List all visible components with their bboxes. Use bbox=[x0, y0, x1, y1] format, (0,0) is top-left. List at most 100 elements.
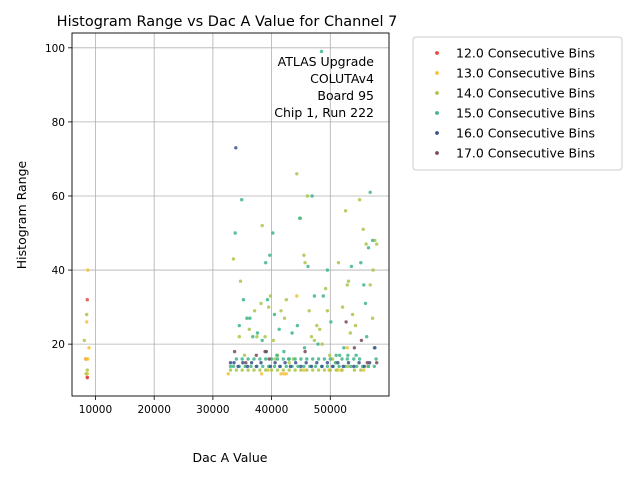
data-point bbox=[325, 361, 330, 365]
data-point bbox=[354, 353, 358, 357]
data-point bbox=[338, 353, 342, 357]
data-point bbox=[246, 357, 250, 361]
data-point bbox=[325, 268, 330, 272]
data-point bbox=[346, 364, 350, 369]
data-point bbox=[294, 361, 298, 365]
data-point bbox=[275, 353, 279, 357]
data-point bbox=[352, 357, 356, 361]
data-point bbox=[284, 298, 288, 302]
data-point bbox=[268, 294, 273, 298]
data-point bbox=[365, 361, 369, 365]
legend-label: 14.0 Consecutive Bins bbox=[456, 86, 595, 101]
data-point bbox=[271, 231, 275, 235]
data-point bbox=[272, 312, 277, 317]
x-tick-label: 50000 bbox=[314, 404, 347, 416]
data-point bbox=[240, 198, 244, 202]
data-point bbox=[299, 364, 303, 369]
data-point bbox=[312, 294, 317, 298]
data-point bbox=[264, 357, 268, 361]
x-tick-label: 30000 bbox=[196, 404, 229, 416]
data-point bbox=[320, 364, 324, 369]
data-point bbox=[277, 327, 281, 331]
data-point bbox=[371, 268, 375, 272]
data-point bbox=[234, 357, 239, 361]
data-point bbox=[349, 364, 353, 369]
data-point bbox=[361, 227, 365, 231]
data-point bbox=[342, 346, 346, 350]
data-point bbox=[240, 368, 244, 372]
data-point bbox=[254, 364, 258, 369]
data-point bbox=[315, 323, 319, 328]
data-point bbox=[85, 298, 90, 302]
data-point bbox=[233, 231, 237, 235]
data-point bbox=[281, 357, 285, 361]
data-point bbox=[372, 364, 376, 369]
plot-frame bbox=[71, 32, 390, 397]
data-point bbox=[350, 312, 355, 317]
legend-marker bbox=[435, 131, 439, 135]
data-point bbox=[322, 368, 327, 372]
data-point bbox=[295, 294, 299, 298]
legend-marker bbox=[435, 91, 439, 95]
data-point bbox=[340, 368, 344, 372]
data-point bbox=[83, 357, 88, 361]
data-point bbox=[307, 309, 311, 313]
data-point bbox=[349, 264, 354, 269]
data-point bbox=[282, 372, 286, 376]
data-point bbox=[365, 335, 369, 339]
data-point bbox=[305, 357, 309, 361]
data-point bbox=[252, 357, 256, 361]
data-point bbox=[251, 335, 255, 339]
data-point bbox=[316, 357, 321, 361]
data-point bbox=[231, 364, 236, 369]
x-axis-label: Dac A Value bbox=[193, 450, 268, 465]
data-point bbox=[273, 357, 277, 361]
data-point bbox=[329, 320, 333, 324]
data-point bbox=[295, 172, 299, 176]
data-point bbox=[330, 364, 335, 369]
data-point bbox=[345, 283, 349, 287]
legend-marker bbox=[435, 111, 439, 115]
data-point bbox=[269, 357, 274, 361]
data-point bbox=[287, 357, 291, 361]
data-point bbox=[302, 368, 306, 372]
data-point bbox=[355, 364, 359, 369]
data-point bbox=[325, 309, 330, 313]
data-point bbox=[373, 346, 377, 350]
data-point bbox=[259, 372, 264, 376]
data-point bbox=[312, 338, 317, 343]
data-point bbox=[357, 357, 362, 361]
data-point bbox=[346, 361, 351, 365]
data-point bbox=[284, 372, 288, 376]
data-point bbox=[370, 316, 375, 320]
data-point bbox=[328, 368, 332, 372]
data-point bbox=[82, 338, 87, 343]
data-point bbox=[263, 335, 267, 339]
grid-lines bbox=[72, 33, 389, 396]
data-point bbox=[267, 357, 271, 361]
data-point bbox=[255, 335, 259, 339]
data-point bbox=[346, 353, 350, 357]
data-point bbox=[325, 364, 330, 369]
data-point bbox=[298, 216, 302, 220]
data-point bbox=[357, 361, 361, 365]
data-point bbox=[353, 323, 358, 328]
data-point bbox=[255, 331, 260, 335]
data-point bbox=[254, 353, 258, 357]
data-point bbox=[241, 361, 245, 365]
y-tick-label: 20 bbox=[52, 339, 65, 351]
data-point bbox=[359, 261, 363, 265]
data-point bbox=[320, 342, 324, 346]
data-point bbox=[370, 238, 375, 243]
data-point bbox=[362, 364, 366, 369]
data-point bbox=[375, 361, 379, 365]
data-point bbox=[323, 286, 328, 291]
data-point bbox=[284, 364, 288, 369]
x-tick-label: 10000 bbox=[79, 404, 112, 416]
data-point bbox=[305, 194, 310, 198]
data-point bbox=[366, 364, 371, 369]
data-point bbox=[343, 209, 348, 213]
data-point bbox=[362, 283, 366, 287]
data-point bbox=[299, 357, 303, 361]
